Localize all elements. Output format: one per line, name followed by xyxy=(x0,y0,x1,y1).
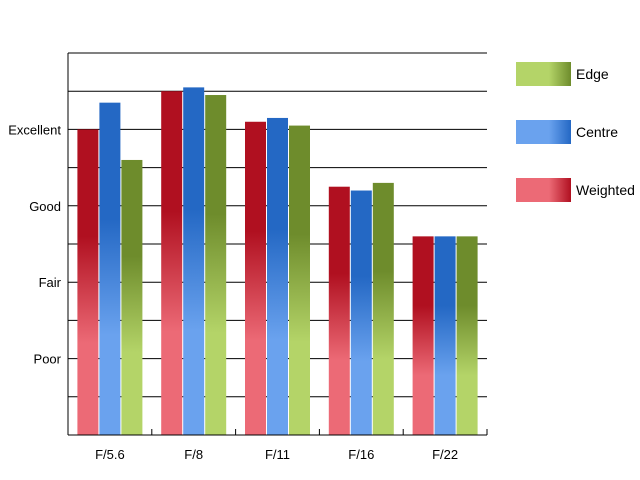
legend-label-edge: Edge xyxy=(576,66,609,82)
bar-edge-0 xyxy=(121,159,143,435)
x-tick-label: F/5.6 xyxy=(95,447,125,462)
bar-weighted-1 xyxy=(161,91,183,435)
bar-edge-3 xyxy=(372,182,394,435)
bar-centre-1 xyxy=(183,87,205,435)
legend-swatch-edge xyxy=(516,62,571,86)
tick-labels: F/5.6 F/8 F/11 F/16 F/22 Poor Fair Good Excellen… xyxy=(8,122,458,462)
bars xyxy=(77,87,478,436)
bar-centre-4 xyxy=(434,236,456,435)
x-tick-label: F/11 xyxy=(265,447,290,462)
legend: Edge Centre Weighted xyxy=(516,62,635,202)
y-tick-label: Fair xyxy=(39,275,62,290)
legend-swatch-weighted xyxy=(516,178,571,202)
bar-weighted-2 xyxy=(245,121,266,435)
y-tick-label: Excellent xyxy=(8,122,61,137)
legend-swatch-centre xyxy=(516,120,571,144)
y-tick-label: Good xyxy=(29,199,61,214)
bar-weighted-4 xyxy=(412,236,434,435)
x-tick-label: F/8 xyxy=(184,447,203,462)
bar-weighted-0 xyxy=(77,129,99,435)
bar-edge-2 xyxy=(289,125,310,435)
y-tick-label: Poor xyxy=(34,352,62,367)
legend-label-weighted: Weighted xyxy=(576,182,635,198)
bar-edge-1 xyxy=(205,95,227,436)
bar-weighted-3 xyxy=(328,186,350,435)
axes xyxy=(67,53,488,436)
bar-edge-4 xyxy=(456,236,478,435)
bar-centre-0 xyxy=(99,102,121,435)
bar-centre-2 xyxy=(267,117,288,435)
legend-label-centre: Centre xyxy=(576,124,618,140)
x-tick-label: F/22 xyxy=(432,447,458,462)
bar-centre-3 xyxy=(350,190,372,435)
x-tick-label: F/16 xyxy=(348,447,374,462)
